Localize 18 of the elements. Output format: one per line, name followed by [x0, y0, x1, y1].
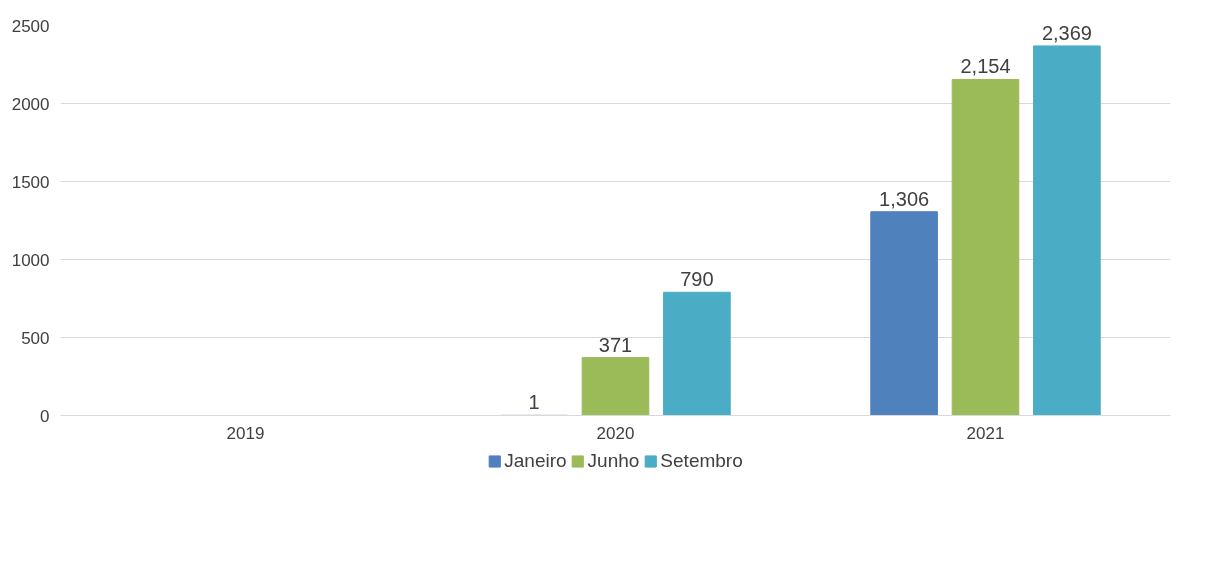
data-label: 2,154: [960, 55, 1011, 78]
legend-label: Junho: [587, 450, 640, 472]
y-tick-label: 0: [40, 406, 50, 426]
data-label: 371: [598, 333, 633, 356]
x-tick-label: 2019: [226, 423, 265, 443]
legend-label: Janeiro: [504, 450, 567, 472]
y-tick-label: 1500: [11, 172, 50, 192]
data-label: 1,306: [879, 187, 930, 210]
y-tick-label: 500: [21, 328, 50, 348]
x-tick-label: 2021: [966, 423, 1005, 443]
y-tick-label: 1000: [11, 250, 50, 270]
x-tick-label: 2020: [596, 423, 635, 443]
data-label: 790: [680, 268, 714, 291]
y-tick-label: 2500: [11, 16, 50, 36]
data-label: 2,369: [1041, 21, 1092, 44]
data-label: 1: [528, 391, 540, 414]
y-tick-label: 2000: [11, 94, 50, 114]
legend-label: Setembro: [660, 450, 743, 472]
